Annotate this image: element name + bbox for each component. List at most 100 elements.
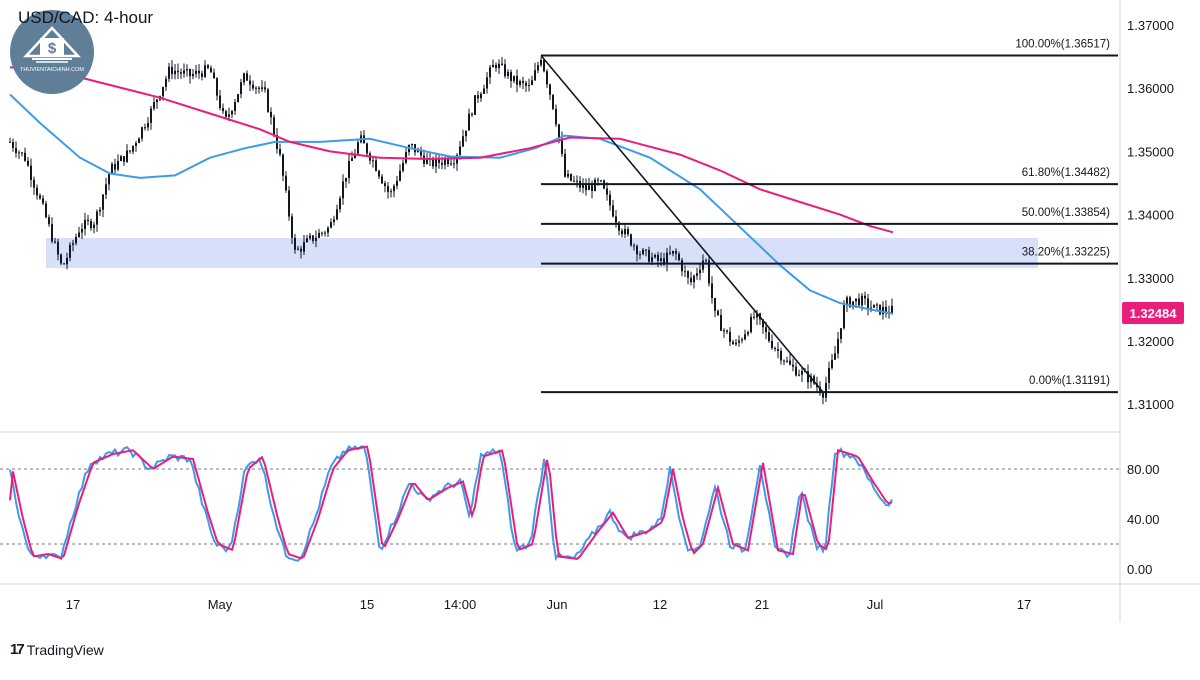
candle — [720, 309, 722, 331]
price-tick-label: 1.36000 — [1127, 81, 1174, 96]
fib-label: 38.20%(1.33225) — [1022, 247, 1110, 259]
candle — [882, 301, 884, 320]
candle — [96, 209, 98, 232]
candle — [384, 180, 386, 193]
candle — [210, 65, 212, 73]
tradingview-branding[interactable]: 17 TradingView — [10, 641, 104, 658]
candle — [264, 81, 266, 93]
candle — [42, 195, 44, 206]
candle — [78, 226, 80, 238]
candle — [279, 143, 281, 157]
candle — [465, 130, 467, 142]
candle — [222, 103, 224, 115]
candle — [114, 158, 116, 175]
candle — [642, 248, 644, 256]
candle — [144, 123, 146, 131]
candle — [204, 60, 206, 79]
candle — [111, 161, 113, 175]
candle — [528, 78, 530, 92]
candle — [75, 233, 77, 246]
candle — [102, 193, 104, 218]
candle — [297, 245, 299, 251]
candle — [183, 63, 185, 78]
candle — [282, 153, 284, 182]
logo: $ THUVIENTAICHINH.COM — [10, 10, 94, 94]
time-axis[interactable]: 17 May 15 14:00 Jun 12 21 Jul 17 — [66, 597, 1031, 612]
candle — [690, 271, 692, 286]
candle — [24, 147, 26, 162]
candle — [33, 176, 35, 195]
candle — [153, 97, 155, 111]
candle — [624, 224, 626, 239]
time-tick-label: 17 — [1017, 597, 1031, 612]
candle — [150, 105, 152, 130]
candle — [780, 347, 782, 365]
candle — [582, 178, 584, 194]
candle — [462, 129, 464, 148]
candle — [291, 213, 293, 245]
candle — [687, 270, 689, 285]
candle — [195, 64, 197, 78]
candle — [378, 169, 380, 180]
time-tick-label: 21 — [755, 597, 769, 612]
candle — [363, 129, 365, 144]
candle — [276, 128, 278, 154]
candle — [621, 228, 623, 238]
candle — [885, 300, 887, 318]
fib-label: 0.00%(1.31191) — [1029, 375, 1110, 387]
candle — [294, 233, 296, 254]
time-tick-label: 12 — [653, 597, 667, 612]
candle — [54, 237, 56, 244]
candle — [573, 175, 575, 183]
candle — [609, 190, 611, 211]
candle — [117, 154, 119, 172]
candle — [120, 154, 122, 162]
candle — [792, 358, 794, 372]
time-tick-label: Jul — [867, 597, 884, 612]
candle — [213, 68, 215, 79]
candle — [138, 137, 140, 144]
candle — [825, 376, 827, 403]
candle — [612, 199, 614, 218]
logo-text: THUVIENTAICHINH.COM — [19, 67, 85, 73]
candle — [747, 330, 749, 337]
price-axis: 1.37000 1.36000 1.35000 1.34000 1.33000 1.320… — [1127, 18, 1174, 412]
candle — [360, 130, 362, 144]
candle — [369, 151, 371, 165]
candle — [546, 69, 548, 89]
candle — [231, 109, 233, 119]
time-tick-label: 15 — [360, 597, 374, 612]
candle — [147, 117, 149, 131]
candle — [783, 359, 785, 366]
candle — [543, 58, 545, 73]
candle — [390, 188, 392, 198]
candle — [336, 204, 338, 221]
candle — [474, 95, 476, 116]
candle — [21, 151, 23, 157]
candle — [810, 373, 812, 389]
candle — [330, 218, 332, 229]
candle — [312, 235, 314, 244]
candle — [165, 75, 167, 92]
candle — [60, 253, 62, 266]
candle — [738, 335, 740, 347]
candle — [243, 72, 245, 86]
candle — [480, 91, 482, 102]
candle — [261, 80, 263, 92]
candle — [234, 99, 236, 115]
candle — [741, 337, 743, 344]
time-tick-label: 14:00 — [444, 597, 477, 612]
candle — [516, 69, 518, 93]
candle — [399, 164, 401, 182]
candle — [537, 61, 539, 74]
candle — [834, 346, 836, 360]
candle — [750, 313, 752, 334]
logo-emblem-icon: $ — [23, 26, 81, 63]
candle — [843, 300, 845, 330]
price-tick-label: 1.34000 — [1127, 208, 1174, 223]
candle — [342, 174, 344, 205]
candle — [522, 76, 524, 90]
candle — [585, 178, 587, 196]
